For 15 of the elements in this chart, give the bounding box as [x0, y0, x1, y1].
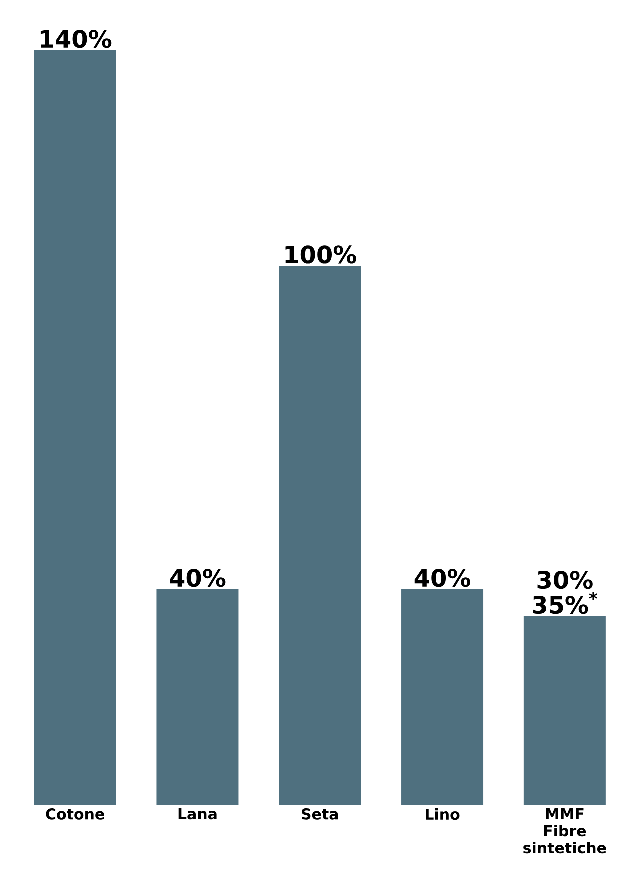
- x-tick-label: Cotone: [46, 808, 104, 820]
- bar: [402, 589, 484, 805]
- data-label: 140%: [40, 30, 112, 48]
- data-label: 30% 35%$^{*}$: [533, 570, 598, 614]
- bar: [156, 589, 239, 805]
- bar: [524, 616, 606, 805]
- x-tick-label: Lino: [426, 808, 460, 820]
- x-tick-label: MMF Fibre sintetiche: [524, 808, 606, 854]
- data-label: 40%: [414, 569, 470, 588]
- x-tick-label: Lana: [178, 808, 217, 820]
- bar: [279, 266, 362, 805]
- x-tick-label: Seta: [302, 808, 338, 820]
- bar: [34, 50, 116, 805]
- data-label: 40%: [170, 569, 226, 588]
- data-label: 100%: [286, 246, 356, 264]
